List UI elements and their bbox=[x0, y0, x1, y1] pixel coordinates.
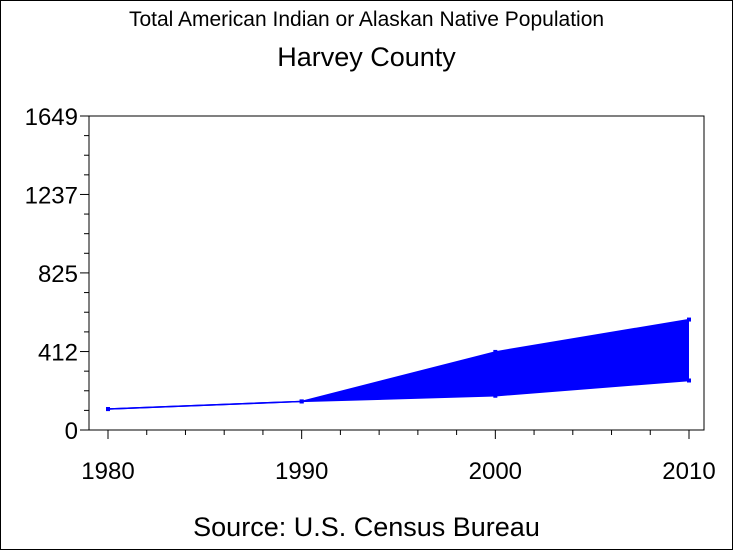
y-tick-label: 412 bbox=[38, 340, 78, 367]
data-point bbox=[687, 317, 691, 322]
chart-source: Source: U.S. Census Bureau bbox=[193, 512, 540, 542]
data-point bbox=[493, 393, 498, 398]
x-axis: 1980 1990 2000 2010 bbox=[81, 430, 716, 485]
y-tick-label: 0 bbox=[65, 418, 78, 445]
chart-subtitle: Harvey County bbox=[277, 42, 456, 72]
y-axis: 0 412 825 1237 1649 bbox=[25, 104, 89, 445]
data-point bbox=[687, 378, 691, 383]
series-line-2 bbox=[107, 379, 690, 410]
area-band bbox=[108, 319, 689, 410]
chart-title: Total American Indian or Alaskan Native … bbox=[128, 8, 605, 31]
x-tick-label: 1990 bbox=[275, 458, 328, 485]
data-point bbox=[493, 349, 498, 354]
series-layer bbox=[107, 318, 690, 410]
points-layer bbox=[106, 317, 691, 412]
x-tick-label: 2000 bbox=[469, 458, 522, 485]
data-point bbox=[299, 399, 304, 404]
area-layer bbox=[108, 319, 689, 410]
y-tick-label: 1237 bbox=[25, 182, 78, 209]
y-tick-label: 825 bbox=[38, 261, 78, 288]
data-point bbox=[106, 407, 110, 412]
x-tick-label: 2010 bbox=[662, 458, 715, 485]
y-tick-label: 1649 bbox=[25, 104, 78, 131]
x-tick-label: 1980 bbox=[81, 458, 134, 485]
